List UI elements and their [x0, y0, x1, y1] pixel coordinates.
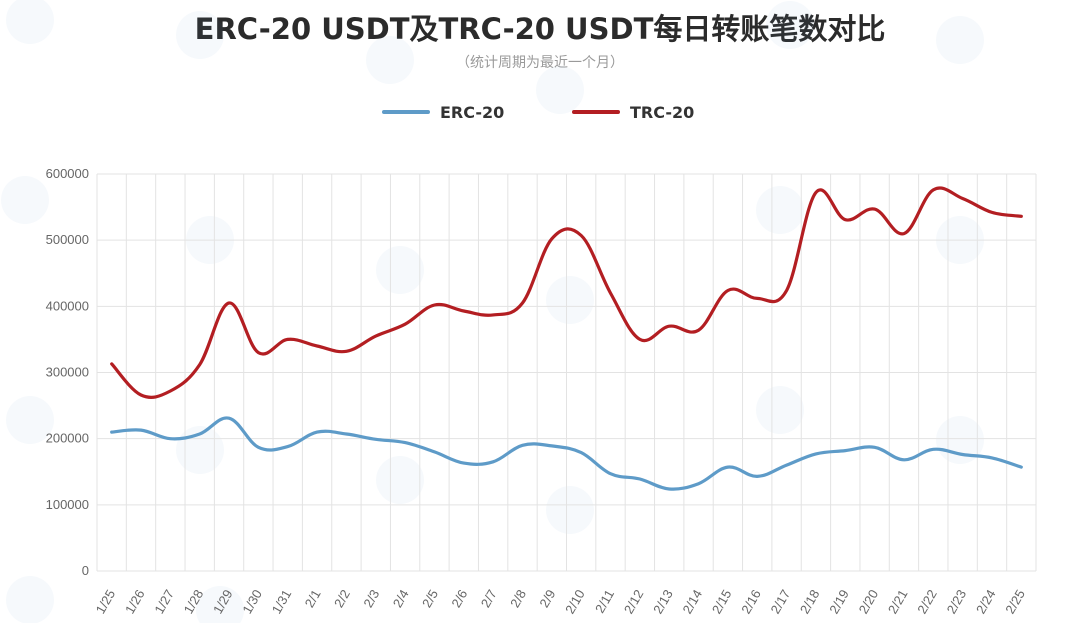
x-tick-label: 2/10 [562, 587, 588, 616]
x-tick-label: 1/27 [151, 587, 177, 616]
series-line-erc-20 [110, 416, 1023, 491]
watermark-mark [546, 276, 594, 324]
x-tick-label: 1/25 [93, 587, 119, 616]
x-tick-label: 2/6 [448, 587, 470, 610]
x-tick-label: 2/19 [826, 587, 852, 616]
y-tick-label: 400000 [46, 298, 89, 313]
chart-subtitle: （统计周期为最近一个月） [456, 55, 624, 71]
watermark-mark [536, 66, 584, 114]
watermark-mark [196, 586, 244, 623]
watermark-mark [6, 396, 54, 444]
x-tick-label: 2/14 [679, 587, 705, 616]
watermark-mark [756, 186, 804, 234]
watermark-mark [176, 11, 224, 59]
x-tick-label: 2/2 [331, 587, 353, 610]
series-lines [110, 186, 1023, 491]
x-tick-label: 2/12 [621, 587, 647, 616]
x-tick-label: 2/9 [536, 587, 558, 610]
x-tick-label: 2/11 [592, 587, 617, 616]
x-tick-label: 2/23 [944, 587, 970, 616]
watermark-mark [366, 36, 414, 84]
x-tick-label: 2/15 [709, 587, 735, 616]
y-tick-label: 500000 [46, 232, 89, 247]
x-tick-label: 2/1 [302, 587, 324, 610]
watermark-mark [756, 386, 804, 434]
x-tick-label: 1/31 [269, 587, 295, 616]
y-tick-label: 100000 [46, 497, 89, 512]
watermark-mark [1, 176, 49, 224]
watermark-mark [936, 16, 984, 64]
series-line-trc-20 [110, 186, 1023, 399]
x-tick-label: 2/20 [856, 587, 882, 616]
x-tick-label: 2/3 [360, 587, 382, 610]
x-tick-label: 2/17 [768, 587, 794, 616]
chart-grid [96, 173, 1037, 572]
x-tick-label: 2/24 [973, 587, 999, 616]
x-tick-label: 2/25 [1002, 587, 1028, 616]
watermark-mark [6, 576, 54, 623]
x-tick-label: 2/8 [507, 587, 529, 610]
x-tick-label: 1/26 [122, 587, 148, 616]
watermark-mark [6, 0, 54, 44]
watermark-mark [546, 486, 594, 534]
chart-title: ERC-20 USDT及TRC-20 USDT每日转账笔数对比 [194, 12, 886, 46]
legend-label-trc-20: TRC-20 [630, 103, 694, 122]
x-tick-label: 2/21 [885, 587, 911, 616]
y-tick-label: 600000 [46, 166, 89, 181]
y-tick-label: 200000 [46, 431, 89, 446]
watermark-mark [766, 1, 814, 49]
x-tick-label: 2/7 [478, 587, 500, 610]
y-axis-ticks: 0 100000 200000 300000 400000 500000 600000 [46, 166, 89, 578]
watermark-mark [376, 246, 424, 294]
legend: ERC-20 TRC-20 [382, 103, 694, 122]
x-tick-label: 2/5 [419, 587, 441, 610]
legend-label-erc-20: ERC-20 [440, 103, 504, 122]
watermark-pattern [1, 0, 984, 623]
x-tick-label: 1/30 [239, 587, 265, 616]
x-tick-label: 2/4 [390, 587, 412, 610]
x-tick-label: 2/16 [738, 587, 764, 616]
x-tick-label: 2/22 [914, 587, 940, 616]
y-tick-label: 0 [82, 563, 89, 578]
y-tick-label: 300000 [46, 365, 89, 380]
watermark-mark [376, 456, 424, 504]
x-tick-label: 2/13 [650, 587, 676, 616]
x-tick-label: 2/18 [797, 587, 823, 616]
